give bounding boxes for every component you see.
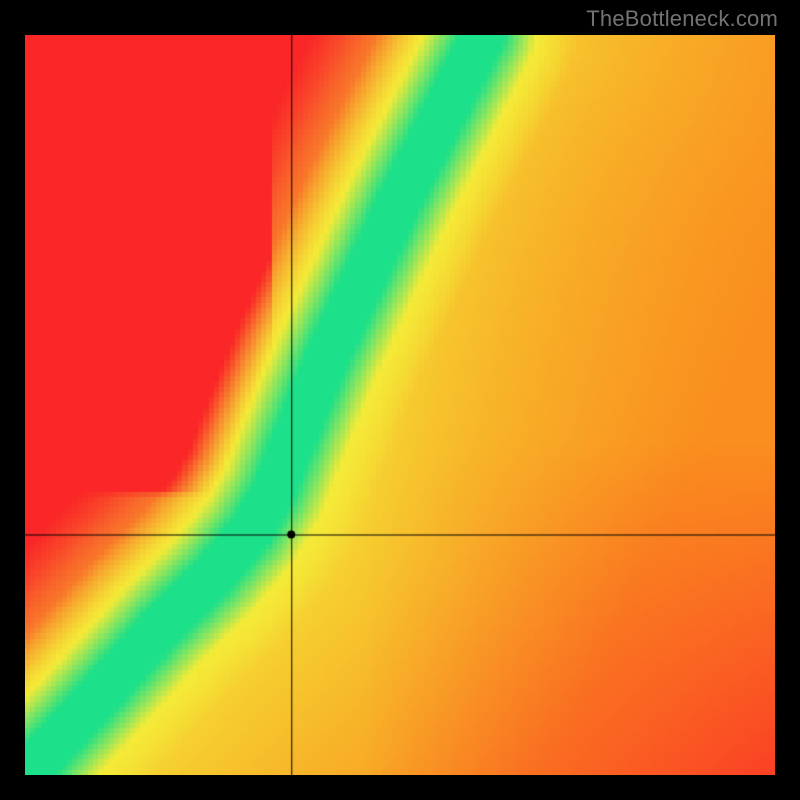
chart-container: TheBottleneck.com <box>0 0 800 800</box>
watermark-text: TheBottleneck.com <box>586 6 778 32</box>
heatmap-canvas <box>25 35 775 775</box>
